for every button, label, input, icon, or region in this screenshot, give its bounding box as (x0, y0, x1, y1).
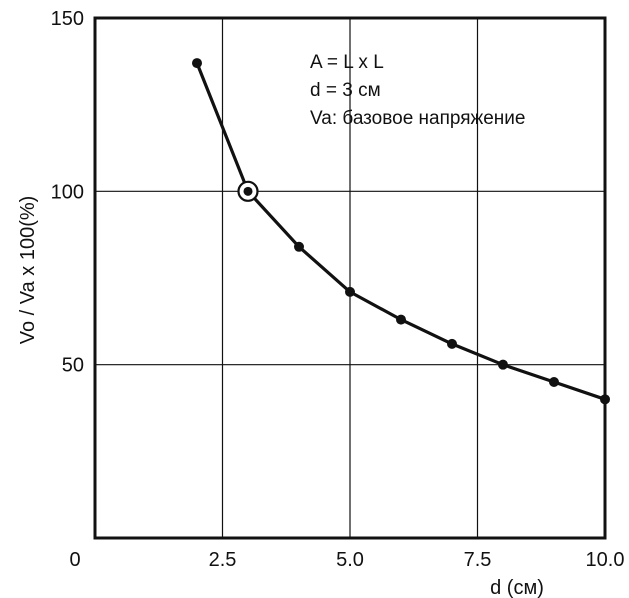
tick-labels: 0 2.5 5.0 7.5 10.0 50 100 150 (51, 8, 625, 571)
y-tick-label: 50 (62, 355, 84, 377)
annotation-distance: d = 3 см (310, 80, 381, 101)
x-tick-label: 2.5 (209, 549, 237, 571)
x-axis-title: d (см) (490, 577, 544, 598)
data-point (345, 286, 355, 297)
data-point (498, 359, 508, 370)
y-axis-title: Vo / Va x 100(%) (17, 196, 39, 345)
grid (95, 18, 605, 538)
data-point (396, 314, 406, 325)
data-point (600, 394, 610, 405)
annotation-base-voltage: Va: базовое напряжение (310, 108, 526, 129)
y-tick-label: 100 (51, 181, 84, 203)
data-point (549, 377, 559, 387)
plot-frame (93, 16, 607, 540)
highlight-point (243, 186, 253, 196)
x-tick-label: 7.5 (464, 549, 492, 571)
annotation-area: A = L x L (310, 52, 384, 73)
annotation-box: A = L x L d = 3 см Va: базовое напряжени… (310, 52, 526, 129)
data-point (447, 338, 457, 349)
y-tick-label: 150 (51, 8, 84, 30)
x-tick-label: 5.0 (336, 549, 364, 571)
data-point (192, 58, 202, 69)
x-tick-label: 10.0 (586, 549, 625, 571)
data-point (294, 241, 304, 252)
x-tick-label: 0 (69, 549, 80, 571)
series (192, 58, 610, 405)
